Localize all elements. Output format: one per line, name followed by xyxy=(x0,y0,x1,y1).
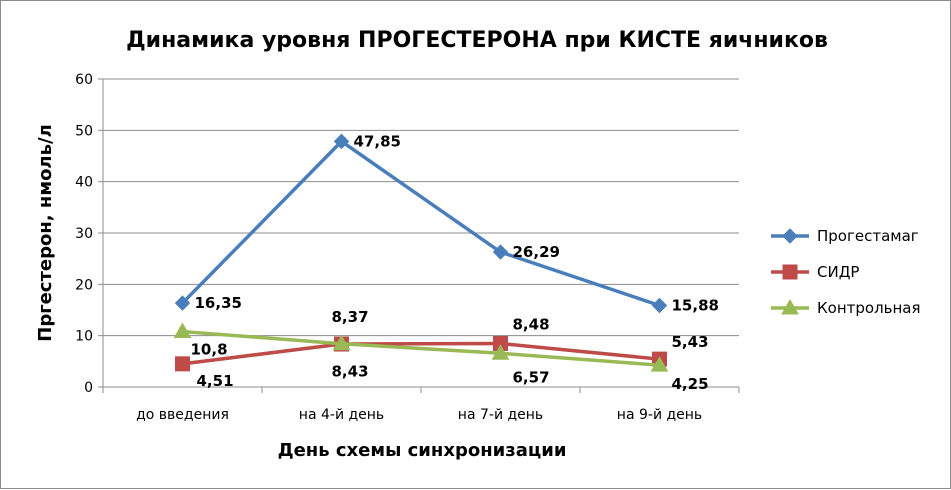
data-label: 8,43 xyxy=(332,363,369,381)
data-label: 47,85 xyxy=(354,132,401,150)
data-label: 10,8 xyxy=(191,341,228,359)
data-point-marker xyxy=(332,334,351,351)
y-tick-label: 30 xyxy=(75,226,93,242)
x-tick-label: на 7-й день xyxy=(458,407,543,423)
series-line xyxy=(182,329,660,367)
data-label: 4,51 xyxy=(197,372,234,390)
y-tick-label: 60 xyxy=(75,72,93,88)
series-1 xyxy=(174,133,668,314)
y-tick-label: 50 xyxy=(75,123,93,139)
y-tick-label: 40 xyxy=(75,175,93,191)
data-label: 5,43 xyxy=(672,333,709,351)
series-line xyxy=(181,139,661,308)
x-tick-label: на 9-й день xyxy=(617,407,702,423)
series-group xyxy=(173,133,669,372)
data-point-marker xyxy=(173,322,192,339)
data-point-marker xyxy=(333,133,350,150)
data-label: 16,35 xyxy=(195,294,242,312)
x-tick-label: на 4-й день xyxy=(299,407,384,423)
y-tick-label: 20 xyxy=(75,277,93,293)
data-point-marker xyxy=(492,244,509,260)
series-3 xyxy=(173,322,669,372)
legend-label: Контрольная xyxy=(817,299,921,317)
data-labels: 16,35 47,85 26,29 15,88 4,51 8,37 8,48 5,43 10,8… xyxy=(191,132,719,393)
data-label: 6,57 xyxy=(513,368,550,386)
legend-marker xyxy=(781,298,799,315)
data-point-marker xyxy=(174,295,191,311)
y-tick-label: 10 xyxy=(75,329,93,345)
data-label: 26,29 xyxy=(513,243,560,261)
legend-label: СИДР xyxy=(817,263,859,281)
data-label: 4,25 xyxy=(672,375,709,393)
series-2 xyxy=(175,335,667,372)
data-label: 8,48 xyxy=(513,315,550,333)
legend-label: Прогестамаг xyxy=(817,227,919,245)
legend: Прогестамаг СИДР Контрольная xyxy=(771,227,921,317)
chart-title: Динамика уровня ПРОГЕСТЕРОНА при КИСТЕ я… xyxy=(126,28,828,53)
data-label: 15,88 xyxy=(672,296,719,314)
data-label: 8,37 xyxy=(332,308,369,326)
gridlines xyxy=(103,78,739,388)
x-tick-label: до введения xyxy=(136,407,229,423)
legend-marker xyxy=(782,228,798,244)
data-point-marker xyxy=(651,297,668,314)
legend-item: Контрольная xyxy=(771,298,921,317)
y-axis-title: Пргестерон, нмоль/л xyxy=(35,124,56,342)
data-point-marker xyxy=(650,356,669,372)
legend-item: СИДР xyxy=(771,263,859,281)
legend-marker xyxy=(782,264,798,280)
data-point-marker xyxy=(175,356,190,372)
data-point-marker xyxy=(491,344,510,360)
y-tick-label: 0 xyxy=(84,380,93,396)
series-line xyxy=(182,341,660,366)
x-axis-title: День схемы синхронизации xyxy=(278,440,567,461)
axes: 0 10 20 30 40 50 60 до введения на 4-й день на 7-… xyxy=(75,72,740,423)
legend-item: Прогестамаг xyxy=(771,227,919,245)
